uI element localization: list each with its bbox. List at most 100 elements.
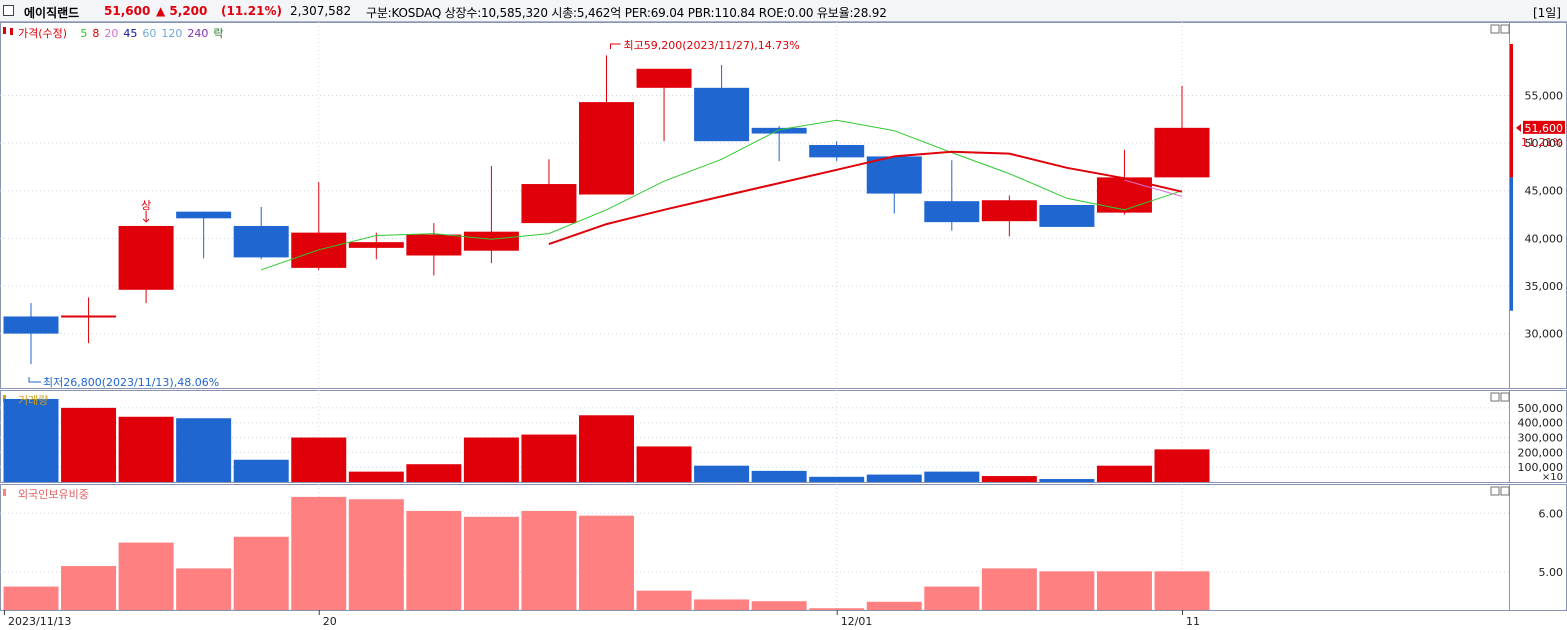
volume-y-tick-label: 100,000 [1518, 461, 1564, 474]
stock-name[interactable]: 에이직랜드 [24, 6, 80, 20]
volume-bar[interactable] [924, 471, 980, 482]
volume-bar[interactable] [406, 464, 462, 482]
price-legend-item: 8 [92, 27, 99, 40]
ma5-line [261, 119, 1183, 271]
panel-minimize-button[interactable] [1490, 392, 1500, 402]
foreign-ownership-bar[interactable] [291, 496, 347, 610]
candle-body[interactable] [1039, 205, 1095, 227]
foreign-ownership-bar[interactable] [61, 566, 117, 610]
volume-bar[interactable] [61, 407, 117, 482]
foreign-ownership-bar[interactable] [694, 599, 750, 610]
candle-body[interactable] [981, 200, 1037, 222]
foreign-ownership-bar[interactable] [751, 601, 807, 610]
x-axis-label: 11 [1186, 615, 1200, 628]
candle-body[interactable] [348, 242, 404, 248]
volume-y-tick-label: 500,000 [1518, 402, 1564, 415]
candle-body[interactable] [406, 234, 462, 256]
price-legend-item: 20 [104, 27, 118, 40]
price-legend-item: 240 [187, 27, 208, 40]
current-pct-label: 11.21% [1521, 136, 1563, 149]
volume-bar[interactable] [751, 470, 807, 482]
candle-body[interactable] [751, 127, 807, 134]
volume-bar[interactable] [579, 415, 634, 482]
volume-bar[interactable] [233, 459, 289, 482]
price-panel-marker-icon [10, 28, 13, 35]
candle-body[interactable] [3, 316, 59, 334]
candle-body[interactable] [694, 87, 750, 142]
candle-body[interactable] [1154, 127, 1210, 178]
volume-bar[interactable] [866, 474, 922, 482]
high-annotation-arrow [610, 43, 621, 49]
panel-checkbox[interactable] [3, 5, 14, 16]
volume-bar[interactable] [176, 418, 232, 482]
candle-body[interactable] [924, 201, 980, 223]
foreign-ownership-bar[interactable] [866, 601, 922, 610]
foreign-ownership-bar[interactable] [463, 516, 519, 610]
stock-header-bar: 에이직랜드 51,600 ▲ 5,200 (11.21%) 2,307,582 … [0, 0, 1567, 22]
volume-bar[interactable] [463, 437, 519, 482]
foreign-ownership-bar[interactable] [406, 510, 462, 610]
price-y-tick-label: 30,000 [1525, 328, 1564, 341]
foreign-ownership-bar[interactable] [636, 590, 692, 610]
volume-bar[interactable] [1039, 479, 1095, 482]
price-legend-item: 60 [142, 27, 156, 40]
candle-body[interactable] [118, 225, 174, 290]
current-price-pointer [1516, 123, 1521, 132]
panel-minimize-button[interactable] [1490, 24, 1500, 34]
price-legend-item: 락 [213, 27, 223, 40]
foreign-panel-title: 외국인보유비중 [18, 488, 89, 501]
candle-body[interactable] [636, 68, 692, 88]
stock-chart[interactable]: 55,000 50,000 45,000 40,000 35,000 30,000 가격(수… [0, 22, 1567, 630]
foreign-ownership-bar[interactable] [579, 515, 634, 610]
foreign-ownership-bar[interactable] [348, 499, 404, 610]
panel-maximize-button[interactable] [1500, 392, 1510, 402]
volume-y-tick-label: 300,000 [1518, 432, 1564, 445]
volume-bar[interactable] [348, 471, 404, 482]
volume-bar[interactable] [3, 398, 59, 482]
current-price-label: 51,600 [1525, 122, 1564, 135]
volume-bar[interactable] [981, 476, 1037, 482]
low-annotation-arrow [28, 377, 41, 383]
volume-bar[interactable] [1154, 449, 1210, 482]
volume-bar[interactable] [118, 416, 174, 482]
candle-body[interactable] [463, 231, 519, 251]
foreign-ownership-bar[interactable] [118, 542, 174, 610]
volume-bar[interactable] [1096, 465, 1152, 482]
price-y-tick-label: 40,000 [1525, 232, 1564, 245]
candle-body[interactable] [809, 144, 865, 158]
x-axis-label: 12/01 [841, 615, 873, 628]
foreign-ownership-bar[interactable] [924, 586, 980, 610]
panel-maximize-button[interactable] [1500, 24, 1510, 34]
panel-minimize-button[interactable] [1490, 486, 1500, 496]
price-legend-item: 5 [80, 27, 87, 40]
panel-maximize-button[interactable] [1500, 486, 1510, 496]
foreign-ownership-bar[interactable] [1096, 571, 1152, 610]
volume-panel-title: 거래량 [18, 394, 48, 407]
candle-body[interactable] [579, 102, 634, 195]
candle-body[interactable] [233, 225, 289, 258]
foreign-ownership-bar[interactable] [176, 568, 232, 610]
foreign-ownership-bar[interactable] [3, 586, 59, 610]
x-axis-label: 2023/11/13 [8, 615, 71, 628]
volume-bar[interactable] [694, 465, 750, 482]
volume-y-tick-label: 400,000 [1518, 417, 1564, 430]
price-y-tick-label: 55,000 [1525, 89, 1564, 102]
volume-bar[interactable] [521, 434, 577, 482]
volume-bar[interactable] [291, 437, 347, 482]
panel-marker-icon [3, 395, 6, 402]
volume-bar[interactable] [809, 476, 865, 482]
upper-limit-arrow [142, 210, 150, 223]
foreign-ownership-bar[interactable] [1039, 571, 1095, 610]
foreign-ownership-bar[interactable] [233, 536, 289, 610]
stock-info: 구분:KOSDAQ 상장수:10,585,320 시총:5,462억 PER:6… [366, 6, 887, 20]
period-button[interactable]: [1일] [1532, 6, 1561, 20]
current-price-box [1523, 120, 1565, 134]
volume-bar[interactable] [636, 446, 692, 482]
candle-body[interactable] [866, 156, 922, 194]
candle-body[interactable] [176, 211, 232, 219]
foreign-ownership-bar[interactable] [521, 510, 577, 610]
foreign-ownership-bar[interactable] [1154, 571, 1210, 610]
foreign-ownership-bar[interactable] [981, 568, 1037, 610]
candle-body[interactable] [521, 184, 577, 224]
foreign-ownership-bar[interactable] [809, 608, 865, 610]
